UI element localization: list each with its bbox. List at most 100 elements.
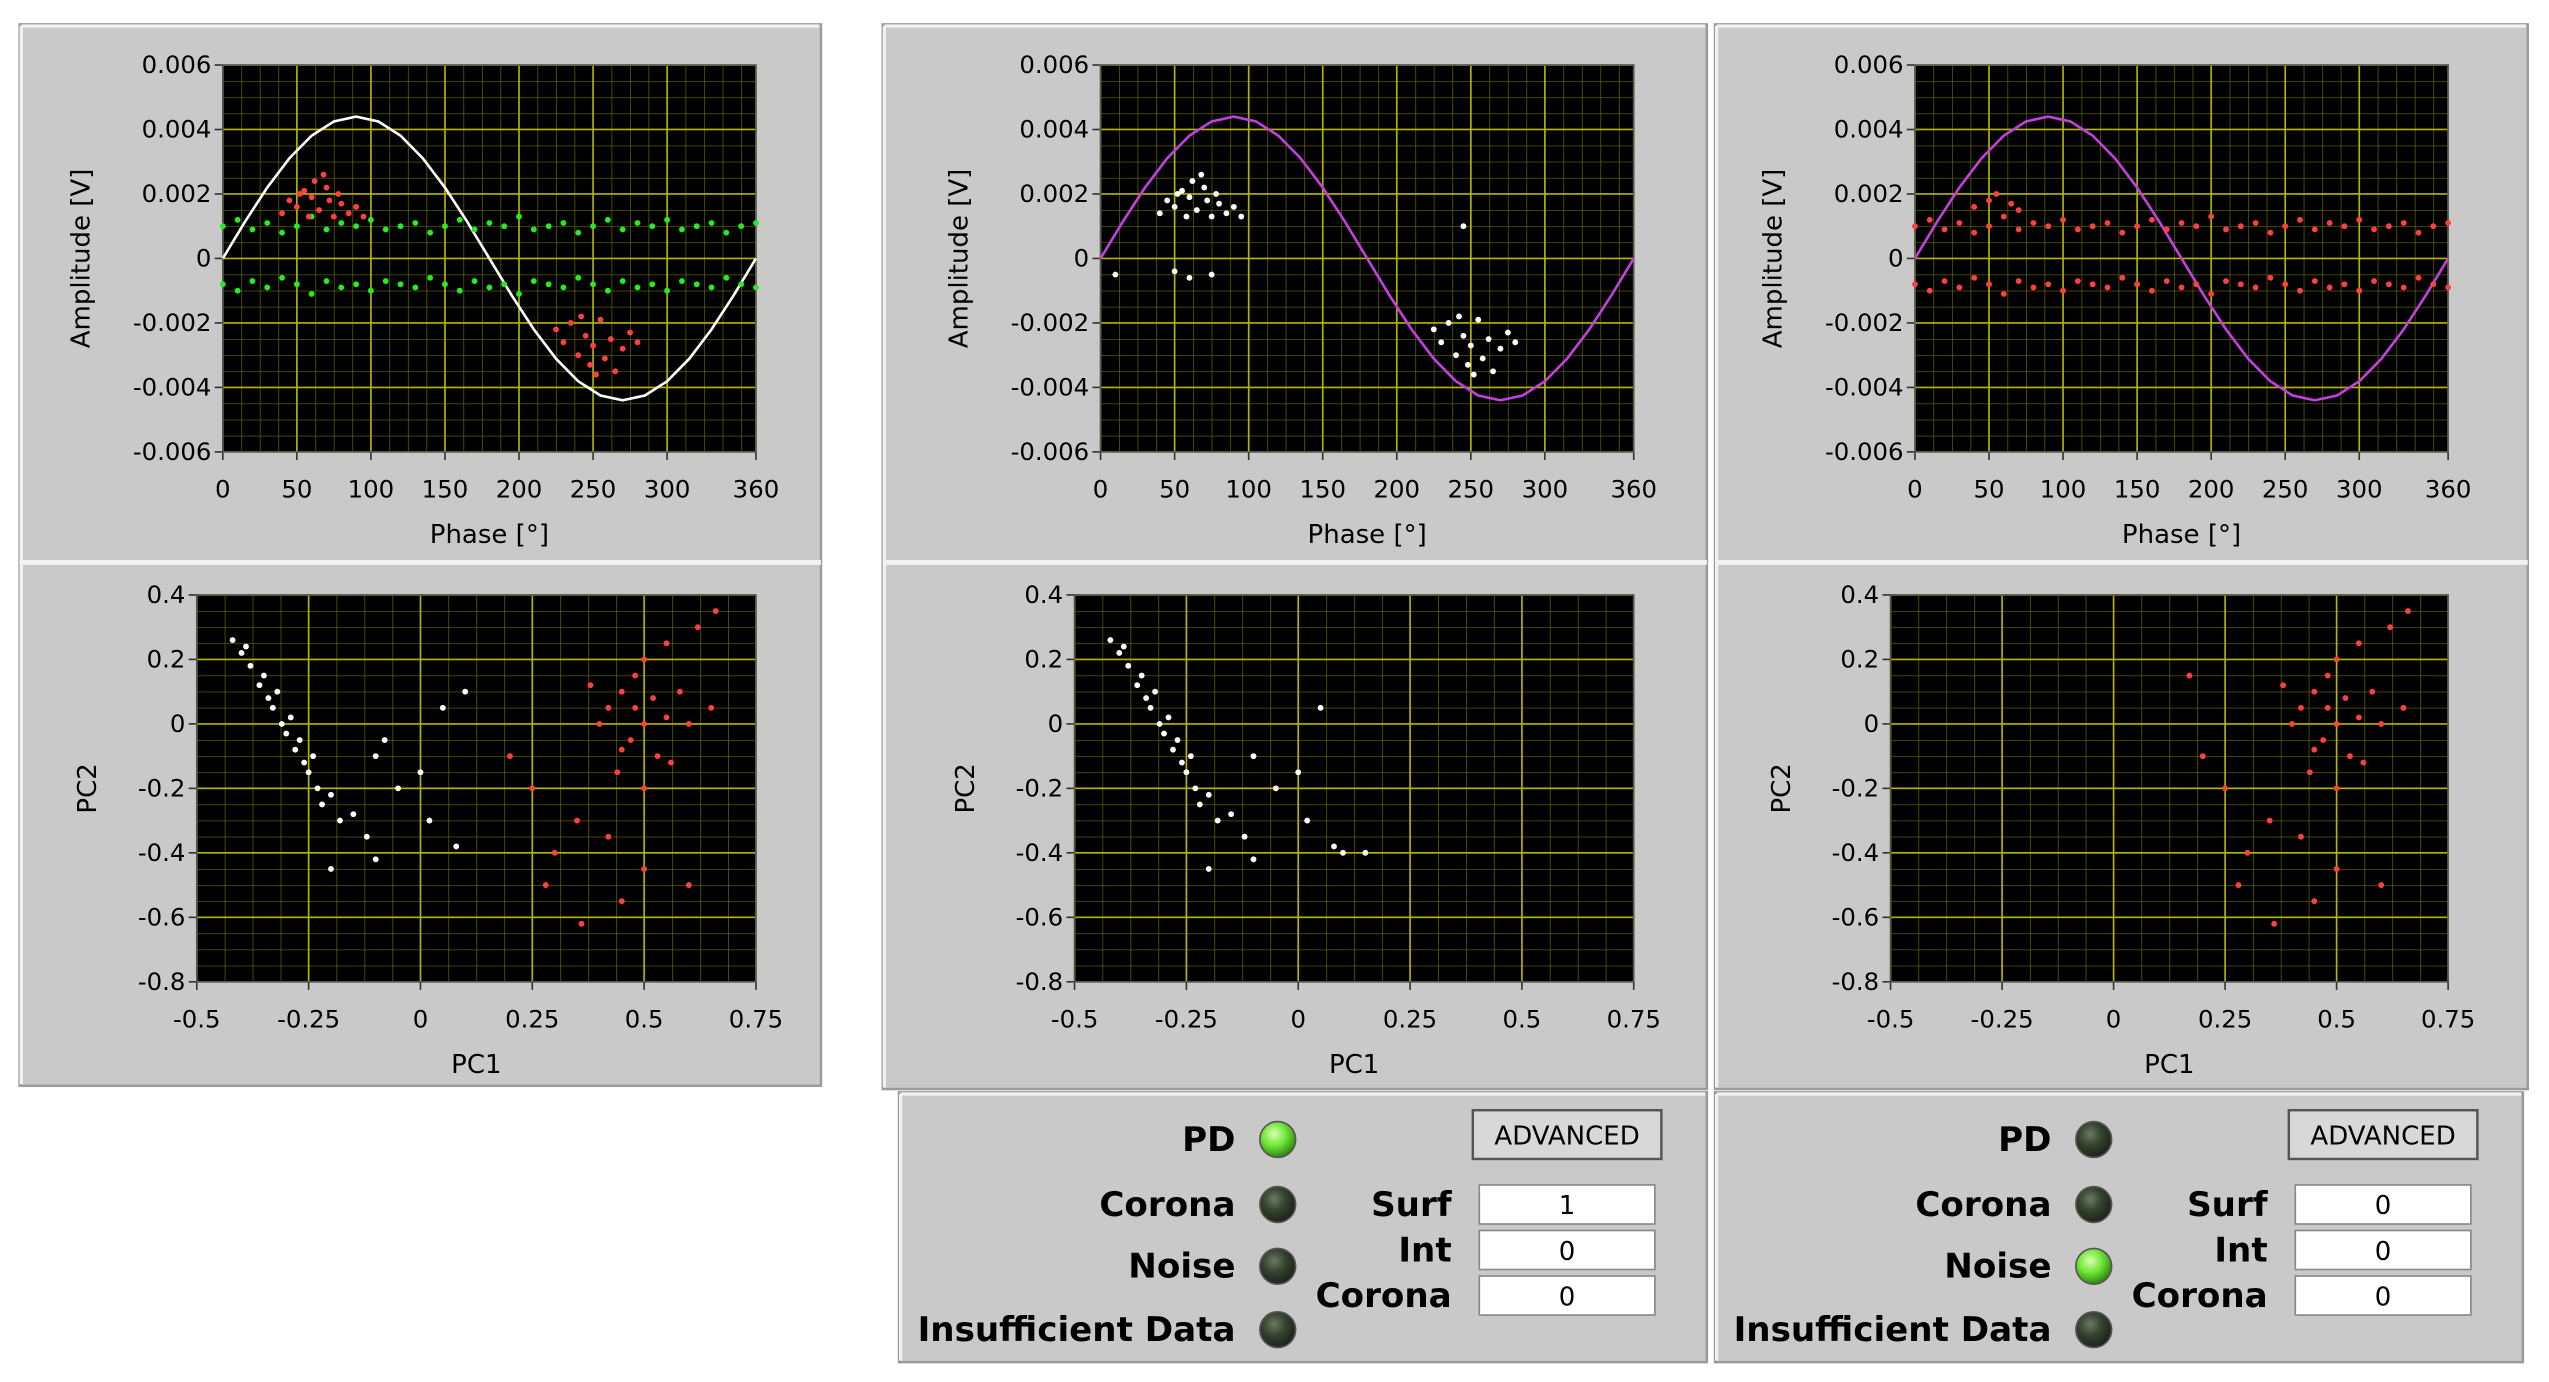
data-point bbox=[427, 229, 434, 236]
data-point bbox=[2297, 287, 2303, 294]
x-tick-label: 200 bbox=[1374, 474, 1421, 503]
y-tick-label: 0 bbox=[196, 244, 212, 273]
x-tick-label: 0.75 bbox=[729, 1004, 783, 1033]
field-value: 0 bbox=[2375, 1282, 2392, 1312]
data-point bbox=[2297, 833, 2304, 840]
data-point bbox=[1156, 210, 1163, 217]
data-point bbox=[641, 785, 648, 792]
x-tick-label: 0 bbox=[2106, 1004, 2122, 1033]
data-point bbox=[2223, 278, 2229, 284]
y-tick-label: -0.8 bbox=[138, 967, 186, 996]
x-tick-label: 0 bbox=[1093, 474, 1109, 503]
data-point bbox=[2378, 882, 2385, 889]
data-point bbox=[1926, 287, 1933, 294]
data-point bbox=[1340, 849, 1346, 856]
data-point bbox=[654, 753, 661, 760]
data-point bbox=[574, 817, 580, 824]
data-point bbox=[723, 274, 730, 281]
y-tick-label: -0.2 bbox=[138, 773, 186, 802]
data-point bbox=[587, 682, 594, 689]
data-point bbox=[2134, 223, 2141, 230]
data-point bbox=[1250, 753, 1257, 760]
y-tick-label: 0.004 bbox=[1019, 115, 1089, 144]
field-value: 0 bbox=[2375, 1237, 2392, 1267]
data-point bbox=[2333, 785, 2340, 792]
data-point bbox=[2119, 229, 2126, 236]
data-point bbox=[279, 210, 285, 217]
data-point bbox=[314, 785, 321, 792]
data-point bbox=[2148, 287, 2155, 294]
advanced-button[interactable] bbox=[1471, 1108, 1663, 1161]
data-point bbox=[619, 278, 626, 284]
x-tick-label: 150 bbox=[2114, 474, 2161, 503]
data-point bbox=[286, 197, 293, 204]
y-tick-label: -0.2 bbox=[1832, 773, 1880, 802]
data-point bbox=[2297, 704, 2304, 711]
data-point bbox=[1912, 281, 1918, 288]
data-point bbox=[582, 332, 589, 339]
data-point bbox=[296, 737, 303, 743]
x-tick-label: 0 bbox=[413, 1004, 429, 1033]
data-point bbox=[1504, 329, 1511, 336]
data-point bbox=[323, 226, 330, 233]
data-point bbox=[501, 223, 508, 230]
data-point bbox=[1120, 643, 1127, 650]
data-point bbox=[2341, 223, 2348, 230]
data-point bbox=[328, 866, 334, 872]
y-tick-label: -0.004 bbox=[1011, 373, 1090, 402]
data-point bbox=[412, 220, 419, 226]
x-tick-label: -0.5 bbox=[1867, 1004, 1915, 1033]
data-point bbox=[1208, 271, 1215, 278]
data-point bbox=[1971, 203, 1978, 210]
data-point bbox=[590, 342, 596, 349]
data-point bbox=[664, 216, 671, 223]
data-point bbox=[2341, 281, 2348, 288]
data-point bbox=[2237, 223, 2244, 230]
data-point bbox=[1196, 801, 1203, 808]
data-point bbox=[1460, 332, 1467, 339]
data-point bbox=[426, 817, 433, 824]
data-point bbox=[664, 287, 671, 294]
data-point bbox=[249, 226, 256, 233]
data-point bbox=[560, 284, 567, 291]
data-point bbox=[1208, 213, 1215, 220]
data-point bbox=[456, 216, 463, 223]
data-point bbox=[249, 278, 256, 284]
data-point bbox=[618, 898, 625, 905]
data-point bbox=[323, 184, 330, 191]
y-tick-label: 0 bbox=[1074, 244, 1090, 273]
data-point bbox=[650, 695, 657, 702]
data-point bbox=[372, 753, 379, 760]
data-point bbox=[372, 856, 379, 863]
data-point bbox=[634, 220, 641, 226]
x-tick-label: 100 bbox=[1225, 474, 1272, 503]
data-point bbox=[1986, 281, 1992, 288]
advanced-button[interactable] bbox=[2287, 1108, 2479, 1161]
data-point bbox=[1134, 682, 1141, 689]
data-point bbox=[2074, 226, 2081, 233]
data-point bbox=[507, 753, 513, 760]
data-point bbox=[1216, 200, 1222, 207]
data-point bbox=[2266, 817, 2273, 824]
y-tick-label: -0.6 bbox=[138, 902, 186, 931]
x-axis-label: Phase [°] bbox=[2122, 520, 2241, 550]
data-point bbox=[2237, 281, 2244, 288]
data-point bbox=[2015, 226, 2022, 233]
y-tick-label: 0 bbox=[1888, 244, 1904, 273]
x-tick-label: 300 bbox=[2336, 474, 2383, 503]
data-point bbox=[2223, 226, 2229, 233]
data-point bbox=[1186, 194, 1193, 201]
y-tick-label: 0.2 bbox=[1840, 645, 1879, 674]
data-point bbox=[2119, 274, 2126, 281]
data-point bbox=[264, 284, 271, 291]
data-point bbox=[247, 662, 254, 669]
data-point bbox=[712, 608, 719, 614]
data-point bbox=[363, 833, 370, 840]
data-point bbox=[619, 226, 626, 233]
data-point bbox=[2074, 278, 2081, 284]
data-point bbox=[604, 287, 611, 294]
data-point bbox=[601, 355, 608, 362]
indicator-led bbox=[2075, 1185, 2113, 1224]
data-point bbox=[1223, 210, 1230, 217]
data-point bbox=[1178, 759, 1185, 766]
